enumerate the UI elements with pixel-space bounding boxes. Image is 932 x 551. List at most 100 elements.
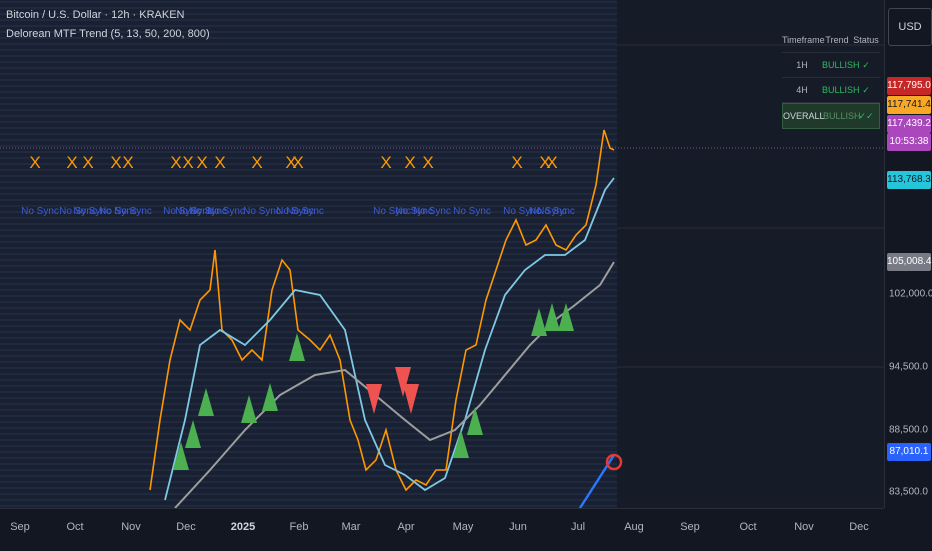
chart-legend: Bitcoin / U.S. Dollar · 12h · KRAKEN Del… (6, 6, 210, 44)
x-marker: X (251, 153, 262, 172)
x-marker: X (110, 153, 121, 172)
bull-triangle (544, 303, 560, 331)
time-tick: Aug (624, 521, 644, 533)
mtf-row-overall: OVERALL BULLISH ✓✓ (782, 103, 880, 129)
bull-triangle (198, 388, 214, 416)
mtf-trend-table: Timeframe Trend Status 1H BULLISH ✓ 4H B… (782, 28, 880, 129)
check-icon: ✓ (862, 84, 870, 95)
bull-triangle (262, 383, 278, 411)
time-tick: Jul (570, 521, 586, 533)
time-tick-year: 2025 (230, 521, 256, 533)
x-marker: X (29, 153, 40, 172)
price-badge-last: 117,439.2 (887, 115, 931, 133)
no-sync-label: No Sync (163, 206, 201, 217)
ema-fast-line (164, 177, 615, 501)
no-sync-label: No Sync (175, 206, 213, 217)
row-trend: BULLISH (822, 60, 860, 70)
x-marker: X (511, 153, 522, 172)
x-marker: X (285, 153, 296, 172)
no-sync-label: No Sync (537, 206, 575, 217)
header-timeframe: Timeframe (782, 35, 825, 45)
x-marker: X (122, 153, 133, 172)
price-badge-trendline: 87,010.1 (887, 443, 931, 461)
no-sync-label: No Sync (395, 206, 433, 217)
price-tick: 94,500.0 (889, 361, 928, 373)
bull-triangle (453, 430, 469, 458)
no-sync-label: No Sync (529, 206, 567, 217)
price-badge-high: 117,795.0 (887, 77, 931, 95)
bull-triangle (289, 333, 305, 361)
price-badge-ema-fast: 113,768.3 (887, 171, 931, 189)
background-bands (0, 0, 884, 508)
indicator-zone (0, 0, 617, 508)
time-tick: Oct (66, 521, 84, 533)
price-tick: 88,500.0 (889, 424, 928, 436)
no-sync-label: No Sync (73, 206, 111, 217)
bull-triangle (558, 303, 574, 331)
mtf-row-1h: 1H BULLISH ✓ (782, 53, 880, 78)
time-tick: Sep (680, 521, 700, 533)
symbol-title[interactable]: Bitcoin / U.S. Dollar · 12h · KRAKEN (6, 9, 185, 21)
header-status: Status (853, 35, 879, 45)
x-marker: X (422, 153, 433, 172)
check-icon: ✓ (862, 59, 870, 70)
row-timeframe: OVERALL (783, 111, 825, 121)
row-timeframe: 4H (796, 85, 808, 95)
price-axis[interactable]: USD 117,795.0 117,741.4 117,439.2 10:53:… (884, 0, 932, 508)
bull-triangle (241, 395, 257, 423)
current-price-circle (605, 453, 623, 471)
bull-triangle (531, 308, 547, 336)
time-tick: Apr (397, 521, 415, 533)
no-sync-label: No Sync (243, 206, 281, 217)
time-tick: Dec (849, 521, 869, 533)
bear-triangle (366, 384, 382, 414)
chart-area[interactable]: X X X X X X X X X X X X X X X X X X No Sync No Sync No Sync N… (0, 0, 884, 508)
time-tick: Sep (10, 521, 30, 533)
time-tick: Feb (289, 521, 309, 533)
price-badge-open: 117,741.4 (887, 96, 931, 114)
mtf-row-4h: 4H BULLISH ✓ (782, 78, 880, 103)
x-marker: X (214, 153, 225, 172)
bull-triangle (467, 407, 483, 435)
no-sync-label: No Sync (189, 206, 227, 217)
no-sync-label: No Sync (21, 206, 59, 217)
bull-triangle (185, 420, 201, 448)
time-tick: Nov (121, 521, 141, 533)
x-marker: X (546, 153, 557, 172)
x-marker: X (292, 153, 303, 172)
bear-triangle (395, 367, 411, 397)
price-badge-ema-slow: 105,008.4 (887, 253, 932, 271)
row-trend: BULLISH (822, 85, 860, 95)
x-marker: X (404, 153, 415, 172)
time-tick: Nov (794, 521, 814, 533)
time-tick: Dec (176, 521, 196, 533)
time-tick: May (452, 521, 474, 533)
x-marker: X (66, 153, 77, 172)
no-sync-label: No Sync (503, 206, 541, 217)
x-marker: X (380, 153, 391, 172)
bull-triangle (173, 442, 189, 470)
no-sync-label: No Sync (276, 206, 314, 217)
time-tick: Mar (341, 521, 361, 533)
time-axis[interactable]: Sep Oct Nov Dec 2025 Feb Mar Apr May Jun… (0, 508, 884, 551)
row-trend: BULLISH (823, 111, 861, 121)
bear-triangle (403, 384, 419, 414)
no-sync-label: No Sync (286, 206, 324, 217)
x-marker: X (539, 153, 550, 172)
indicator-label[interactable]: Delorean MTF Trend (5, 13, 50, 200, 800) (6, 28, 210, 40)
x-marker: X (196, 153, 207, 172)
no-sync-label: No Sync (413, 206, 451, 217)
x-marker: X (82, 153, 93, 172)
no-sync-label: No Sync (453, 206, 491, 217)
countdown-badge: 10:53:38 (887, 133, 931, 151)
double-check-icon: ✓✓ (858, 110, 874, 121)
x-marker: X (182, 153, 193, 172)
no-sync-label: No Sync (99, 206, 137, 217)
currency-button[interactable]: USD (888, 8, 932, 46)
price-tick: 83,500.0 (889, 486, 928, 498)
x-marker: X (170, 153, 181, 172)
no-sync-label: No Sync (59, 206, 97, 217)
price-tick: 102,000.0 (889, 288, 932, 300)
